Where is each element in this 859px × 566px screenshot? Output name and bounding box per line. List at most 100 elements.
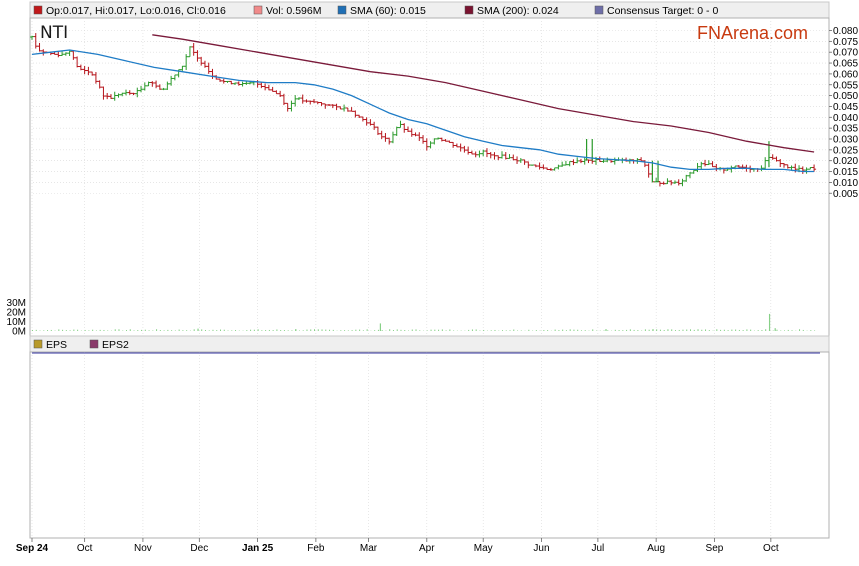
- volume-bar: [720, 329, 722, 331]
- volume-bar: [359, 329, 361, 331]
- x-tick-label: Oct: [77, 543, 93, 554]
- lower-legend-swatch: [89, 339, 99, 349]
- legend-swatch: [337, 5, 347, 15]
- volume-bar: [287, 330, 289, 331]
- volume-bar: [141, 329, 143, 331]
- header-legend: Op:0.017, Hi:0.017, Lo:0.016, Cl:0.016 Vo…: [33, 5, 718, 17]
- volume-bar: [607, 330, 609, 331]
- volume-bar: [321, 329, 323, 331]
- x-tick-label: Aug: [647, 543, 665, 554]
- volume-bar: [648, 329, 650, 331]
- volume-bar: [329, 329, 331, 331]
- volume-bar: [686, 329, 688, 331]
- volume-bar: [261, 330, 263, 331]
- volume-bar: [114, 329, 116, 331]
- volume-bar: [317, 329, 319, 331]
- volume-bar: [502, 330, 503, 331]
- volume-bar: [505, 330, 507, 331]
- lower-legend-item-text: EPS2: [102, 339, 129, 351]
- volume-bar: [528, 329, 530, 331]
- volume-bar: [603, 330, 605, 331]
- volume-bar: [520, 330, 522, 331]
- volume-bar: [47, 330, 49, 331]
- volume-bar: [257, 329, 259, 331]
- legend-swatch: [464, 5, 474, 15]
- volume-bar: [144, 329, 146, 331]
- volume-bar: [156, 329, 158, 331]
- volume-bar: [614, 329, 616, 331]
- volume-bar: [268, 329, 270, 331]
- volume-bar: [468, 329, 470, 331]
- x-tick-label: Sep: [706, 543, 724, 554]
- volume-bar: [65, 330, 67, 331]
- volume-bar: [449, 329, 451, 331]
- volume-bar: [802, 329, 804, 331]
- ticker-label: NTI: [40, 23, 68, 43]
- volume-bar: [272, 330, 274, 331]
- volume-bar: [167, 329, 169, 331]
- volume-bar: [351, 330, 353, 331]
- legend-item-text: Consensus Target: 0 - 0: [607, 5, 718, 17]
- volume-bar: [494, 329, 496, 331]
- volume-bar: [159, 330, 161, 331]
- volume-bar: [580, 330, 582, 331]
- volume-bar: [107, 330, 109, 331]
- volume-bar: [171, 330, 173, 331]
- lower-legend-swatch: [33, 339, 43, 349]
- y-tick-label: 0.080: [833, 26, 858, 37]
- volume-bar: [738, 329, 740, 331]
- x-tick-label: May: [474, 543, 493, 554]
- volume-bar: [208, 330, 210, 331]
- volume-bar: [246, 330, 248, 331]
- volume-bar: [32, 329, 33, 331]
- volume-bar: [453, 330, 455, 331]
- volume-bar: [69, 330, 71, 331]
- x-tick-label: Jul: [591, 543, 604, 554]
- volume-bar: [584, 330, 586, 331]
- volume-bar: [445, 330, 447, 331]
- price-plot-area: [29, 17, 830, 337]
- volume-bar: [490, 330, 492, 331]
- volume-bar: [280, 330, 282, 331]
- volume-bar: [697, 329, 699, 331]
- volume-bar: [471, 329, 473, 331]
- volume-bar: [295, 329, 297, 331]
- volume-bar: [204, 329, 206, 331]
- volume-bar: [379, 323, 381, 331]
- volume-bar: [35, 329, 37, 331]
- volume-bar: [735, 329, 737, 331]
- volume-bar: [95, 330, 97, 331]
- volume-bar: [573, 329, 575, 331]
- volume-bar: [693, 329, 695, 331]
- x-tick-label: Dec: [190, 543, 208, 554]
- volume-bar: [554, 329, 556, 331]
- volume-bar: [652, 329, 654, 331]
- volume-bar: [750, 329, 752, 331]
- volume-bar: [562, 329, 564, 331]
- volume-bar: [58, 329, 60, 331]
- volume-bar: [283, 330, 285, 331]
- volume-bar: [644, 329, 646, 331]
- legend-item-text: SMA (60): 0.015: [350, 5, 426, 17]
- volume-bar: [622, 330, 624, 331]
- volume-bar: [265, 330, 267, 331]
- volume-bar: [565, 330, 567, 331]
- volume-bar: [784, 330, 785, 331]
- volume-bar: [768, 313, 771, 331]
- volume-bar: [742, 330, 744, 331]
- volume-bar: [366, 329, 368, 331]
- volume-bar: [73, 329, 75, 331]
- volume-bar: [148, 330, 150, 331]
- y-tick-label: 0.075: [833, 37, 858, 48]
- volume-bar: [223, 329, 225, 331]
- volume-bar: [186, 330, 188, 331]
- volume-bar: [310, 329, 312, 331]
- volume-bar: [799, 329, 801, 331]
- volume-bar: [250, 329, 252, 331]
- y-tick-label: 0.020: [833, 156, 858, 167]
- y-tick-label: 0.065: [833, 59, 858, 70]
- volume-bar: [137, 330, 139, 331]
- x-tick-label: Oct: [763, 543, 779, 554]
- grid: [30, 18, 829, 336]
